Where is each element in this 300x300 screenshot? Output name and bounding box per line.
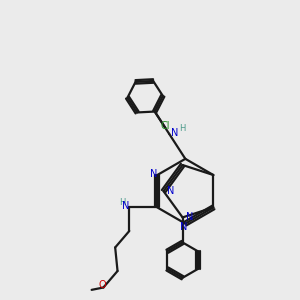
Text: H: H [119,198,126,207]
Text: N: N [180,222,188,232]
Text: H: H [179,124,186,133]
Text: Cl: Cl [160,121,170,130]
Text: N: N [186,212,194,222]
Text: O: O [98,280,106,290]
Text: N: N [172,128,179,138]
Text: N: N [150,169,157,178]
Text: N: N [167,186,174,196]
Text: N: N [122,201,129,211]
